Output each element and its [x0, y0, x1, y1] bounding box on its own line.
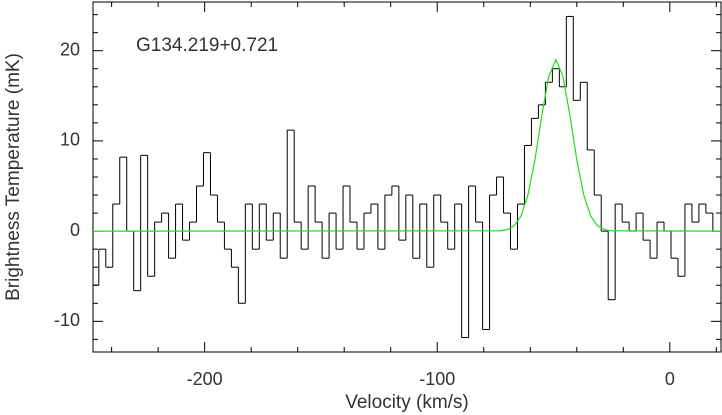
x-tick-label: -100: [419, 369, 455, 389]
fit-line: [92, 58, 722, 232]
y-tick-label: 10: [60, 130, 80, 150]
annotation: G134.219+0.721: [136, 35, 278, 56]
x-tick-label: -200: [187, 369, 223, 389]
x-axis-label: Velocity (km/s): [345, 392, 469, 413]
y-tick-label: 20: [60, 39, 80, 59]
y-tick-label: 0: [70, 220, 80, 240]
x-tick-label: 0: [665, 369, 675, 389]
y-tick-label: -10: [54, 310, 80, 330]
y-axis-label: Brightness Temperature (mK): [3, 53, 24, 301]
